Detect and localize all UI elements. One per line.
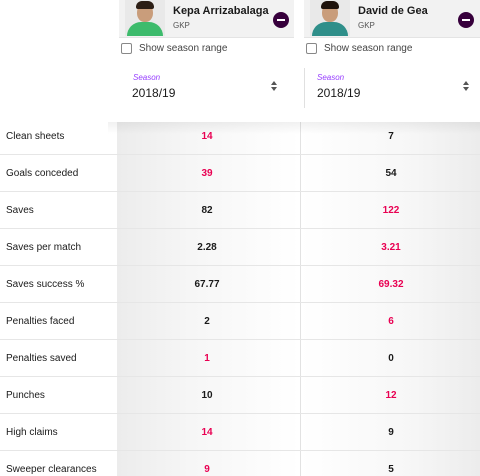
stat-value-right: 122 bbox=[382, 204, 400, 216]
season-select-value: 2018/19 bbox=[317, 86, 361, 100]
player-card-kepa[interactable]: Kepa Arrizabalaga GKP bbox=[119, 0, 294, 38]
stat-label: Clean sheets bbox=[6, 130, 65, 142]
stat-row: Saves per match 2.28 3.21 bbox=[0, 229, 480, 266]
season-range-toggle[interactable]: Show season range bbox=[121, 41, 227, 55]
season-select[interactable]: Season 2018/19 bbox=[304, 68, 480, 108]
stat-row: Punches 10 12 bbox=[0, 377, 480, 414]
player-photo-icon bbox=[310, 0, 350, 36]
stat-value-left: 2 bbox=[204, 315, 210, 327]
select-arrows-icon bbox=[270, 81, 278, 93]
stat-value-left: 67.77 bbox=[194, 278, 220, 290]
season-range-checkbox[interactable] bbox=[306, 42, 317, 54]
stat-row: Saves success % 67.77 69.32 bbox=[0, 266, 480, 303]
stat-value-left: 1 bbox=[204, 352, 210, 364]
stat-label: Goals conceded bbox=[6, 167, 79, 179]
player-name: David de Gea bbox=[358, 5, 428, 17]
stat-label: Penalties faced bbox=[6, 315, 75, 327]
season-range-label: Show season range bbox=[139, 42, 228, 54]
stat-label: Saves bbox=[6, 204, 34, 216]
stat-value-left: 14 bbox=[201, 426, 213, 438]
stat-row: Goals conceded 39 54 bbox=[0, 155, 480, 192]
stat-value-right: 54 bbox=[385, 167, 397, 179]
stat-value-left: 10 bbox=[201, 389, 213, 401]
stat-label: Punches bbox=[6, 389, 45, 401]
stat-value-right: 6 bbox=[388, 315, 394, 327]
stat-value-left: 14 bbox=[201, 130, 213, 142]
minus-icon bbox=[462, 19, 470, 21]
stat-value-left: 9 bbox=[204, 463, 210, 475]
remove-player-button[interactable] bbox=[273, 12, 289, 28]
stat-row: High claims 14 9 bbox=[0, 414, 480, 451]
stat-value-right: 7 bbox=[388, 130, 394, 142]
stat-row: Sweeper clearances 9 5 bbox=[0, 451, 480, 476]
season-select-label: Season bbox=[133, 73, 161, 82]
player-photo-icon bbox=[125, 0, 165, 36]
season-select-label: Season bbox=[317, 73, 345, 82]
stat-row: Penalties saved 1 0 bbox=[0, 340, 480, 377]
season-select[interactable]: Season 2018/19 bbox=[119, 68, 292, 108]
stat-label: Saves per match bbox=[6, 241, 82, 253]
stat-value-left: 39 bbox=[201, 167, 213, 179]
stat-value-right: 12 bbox=[385, 389, 397, 401]
season-select-value: 2018/19 bbox=[132, 86, 176, 100]
stat-value-right: 9 bbox=[388, 426, 394, 438]
stat-row: Clean sheets 14 7 bbox=[0, 118, 480, 155]
season-range-label: Show season range bbox=[324, 42, 413, 54]
stat-label: High claims bbox=[6, 426, 58, 438]
stat-label: Penalties saved bbox=[6, 352, 77, 364]
minus-icon bbox=[277, 19, 285, 21]
select-arrows-icon bbox=[462, 81, 470, 93]
stat-value-right: 3.21 bbox=[381, 241, 401, 253]
stat-row: Saves 82 122 bbox=[0, 192, 480, 229]
season-range-toggle[interactable]: Show season range bbox=[306, 41, 412, 55]
player-position: GKP bbox=[358, 21, 375, 30]
remove-player-button[interactable] bbox=[458, 12, 474, 28]
season-range-checkbox[interactable] bbox=[121, 42, 132, 54]
stats-table: Clean sheets 14 7 Goals conceded 39 54 S… bbox=[0, 118, 480, 476]
stat-value-right: 0 bbox=[388, 352, 394, 364]
player-name: Kepa Arrizabalaga bbox=[173, 5, 269, 17]
player-position: GKP bbox=[173, 21, 190, 30]
player-card-de-gea[interactable]: David de Gea GKP bbox=[304, 0, 480, 38]
stat-value-right: 69.32 bbox=[378, 278, 404, 290]
stat-label: Sweeper clearances bbox=[6, 463, 97, 475]
stat-value-left: 2.28 bbox=[197, 241, 217, 253]
stat-value-right: 5 bbox=[388, 463, 394, 475]
comparison-header: Kepa Arrizabalaga GKP Show season range … bbox=[0, 0, 480, 122]
stat-value-left: 82 bbox=[201, 204, 213, 216]
stat-label: Saves success % bbox=[6, 278, 85, 290]
stat-row: Penalties faced 2 6 bbox=[0, 303, 480, 340]
